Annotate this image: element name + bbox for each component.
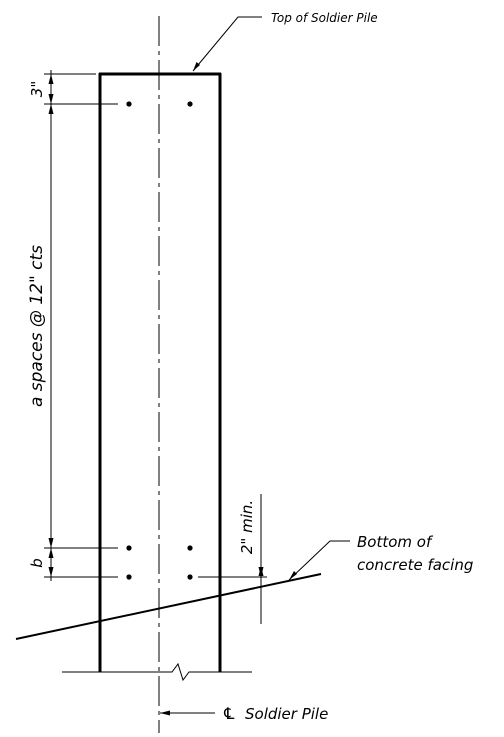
centerline-text: Soldier Pile: [245, 705, 328, 723]
stud-dot: [187, 545, 193, 551]
leader-line: [192, 16, 262, 72]
arrowhead: [48, 548, 54, 558]
arrowhead: [48, 74, 54, 84]
arrowhead: [48, 567, 54, 577]
left-dimension-chain: [44, 70, 118, 581]
stud-dot: [126, 574, 132, 580]
soldier-pile-outline: [98, 72, 222, 672]
top-of-pile-label: Top of Soldier Pile: [271, 11, 378, 25]
stud-dots: [126, 101, 193, 580]
leader-line: [288, 540, 350, 581]
bottom-facing-leader: Bottom of concrete facing: [288, 533, 473, 581]
break-line: [62, 662, 252, 682]
centerline-symbol: ℄: [222, 704, 236, 723]
concrete-facing-bottom-line: [15, 573, 322, 640]
arrowhead: [160, 710, 170, 716]
dim-min-text: 2" min.: [238, 500, 256, 554]
centerline-label: ℄ Soldier Pile: [160, 704, 328, 723]
bottom-facing-label-line2: concrete facing: [357, 556, 473, 574]
arrowhead: [193, 62, 200, 71]
arrowhead: [258, 566, 264, 576]
stud-dot: [187, 101, 193, 107]
stud-dot: [187, 574, 193, 580]
arrowhead: [48, 94, 54, 104]
arrowhead: [289, 571, 297, 580]
dim-spaces-text: a spaces @ 12" cts: [27, 245, 47, 407]
dim-b-text: b: [28, 558, 46, 568]
min-dimension: 2" min.: [198, 494, 267, 624]
arrowhead: [48, 104, 54, 114]
stud-dot: [126, 101, 132, 107]
stud-dot: [126, 545, 132, 551]
bottom-facing-label-line1: Bottom of: [357, 533, 434, 551]
top-of-pile-leader: Top of Soldier Pile: [192, 11, 378, 72]
arrowhead: [48, 538, 54, 548]
dim-top-text: 3": [28, 81, 46, 97]
